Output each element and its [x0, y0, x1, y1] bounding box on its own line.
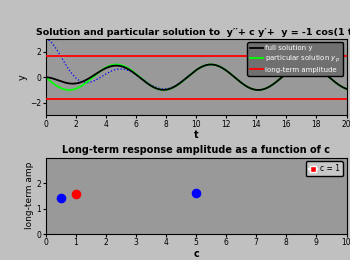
Point	[193, 191, 199, 195]
X-axis label: t: t	[194, 130, 198, 140]
Y-axis label: y: y	[18, 74, 27, 80]
Point	[73, 192, 78, 197]
Title: Solution and particular solution to  y′′+ c y′+  y = -1 cos(1 t): Solution and particular solution to y′′+…	[35, 28, 350, 37]
Title: Long-term response amplitude as a function of c: Long-term response amplitude as a functi…	[62, 145, 330, 155]
Y-axis label: long-term amp: long-term amp	[25, 162, 34, 230]
Point	[58, 196, 63, 200]
Legend: c = 1: c = 1	[306, 161, 343, 177]
X-axis label: c: c	[193, 249, 199, 258]
Legend: full solution y, particular solution $y_p$, long-term amplitude: full solution y, particular solution $y_…	[247, 42, 343, 76]
